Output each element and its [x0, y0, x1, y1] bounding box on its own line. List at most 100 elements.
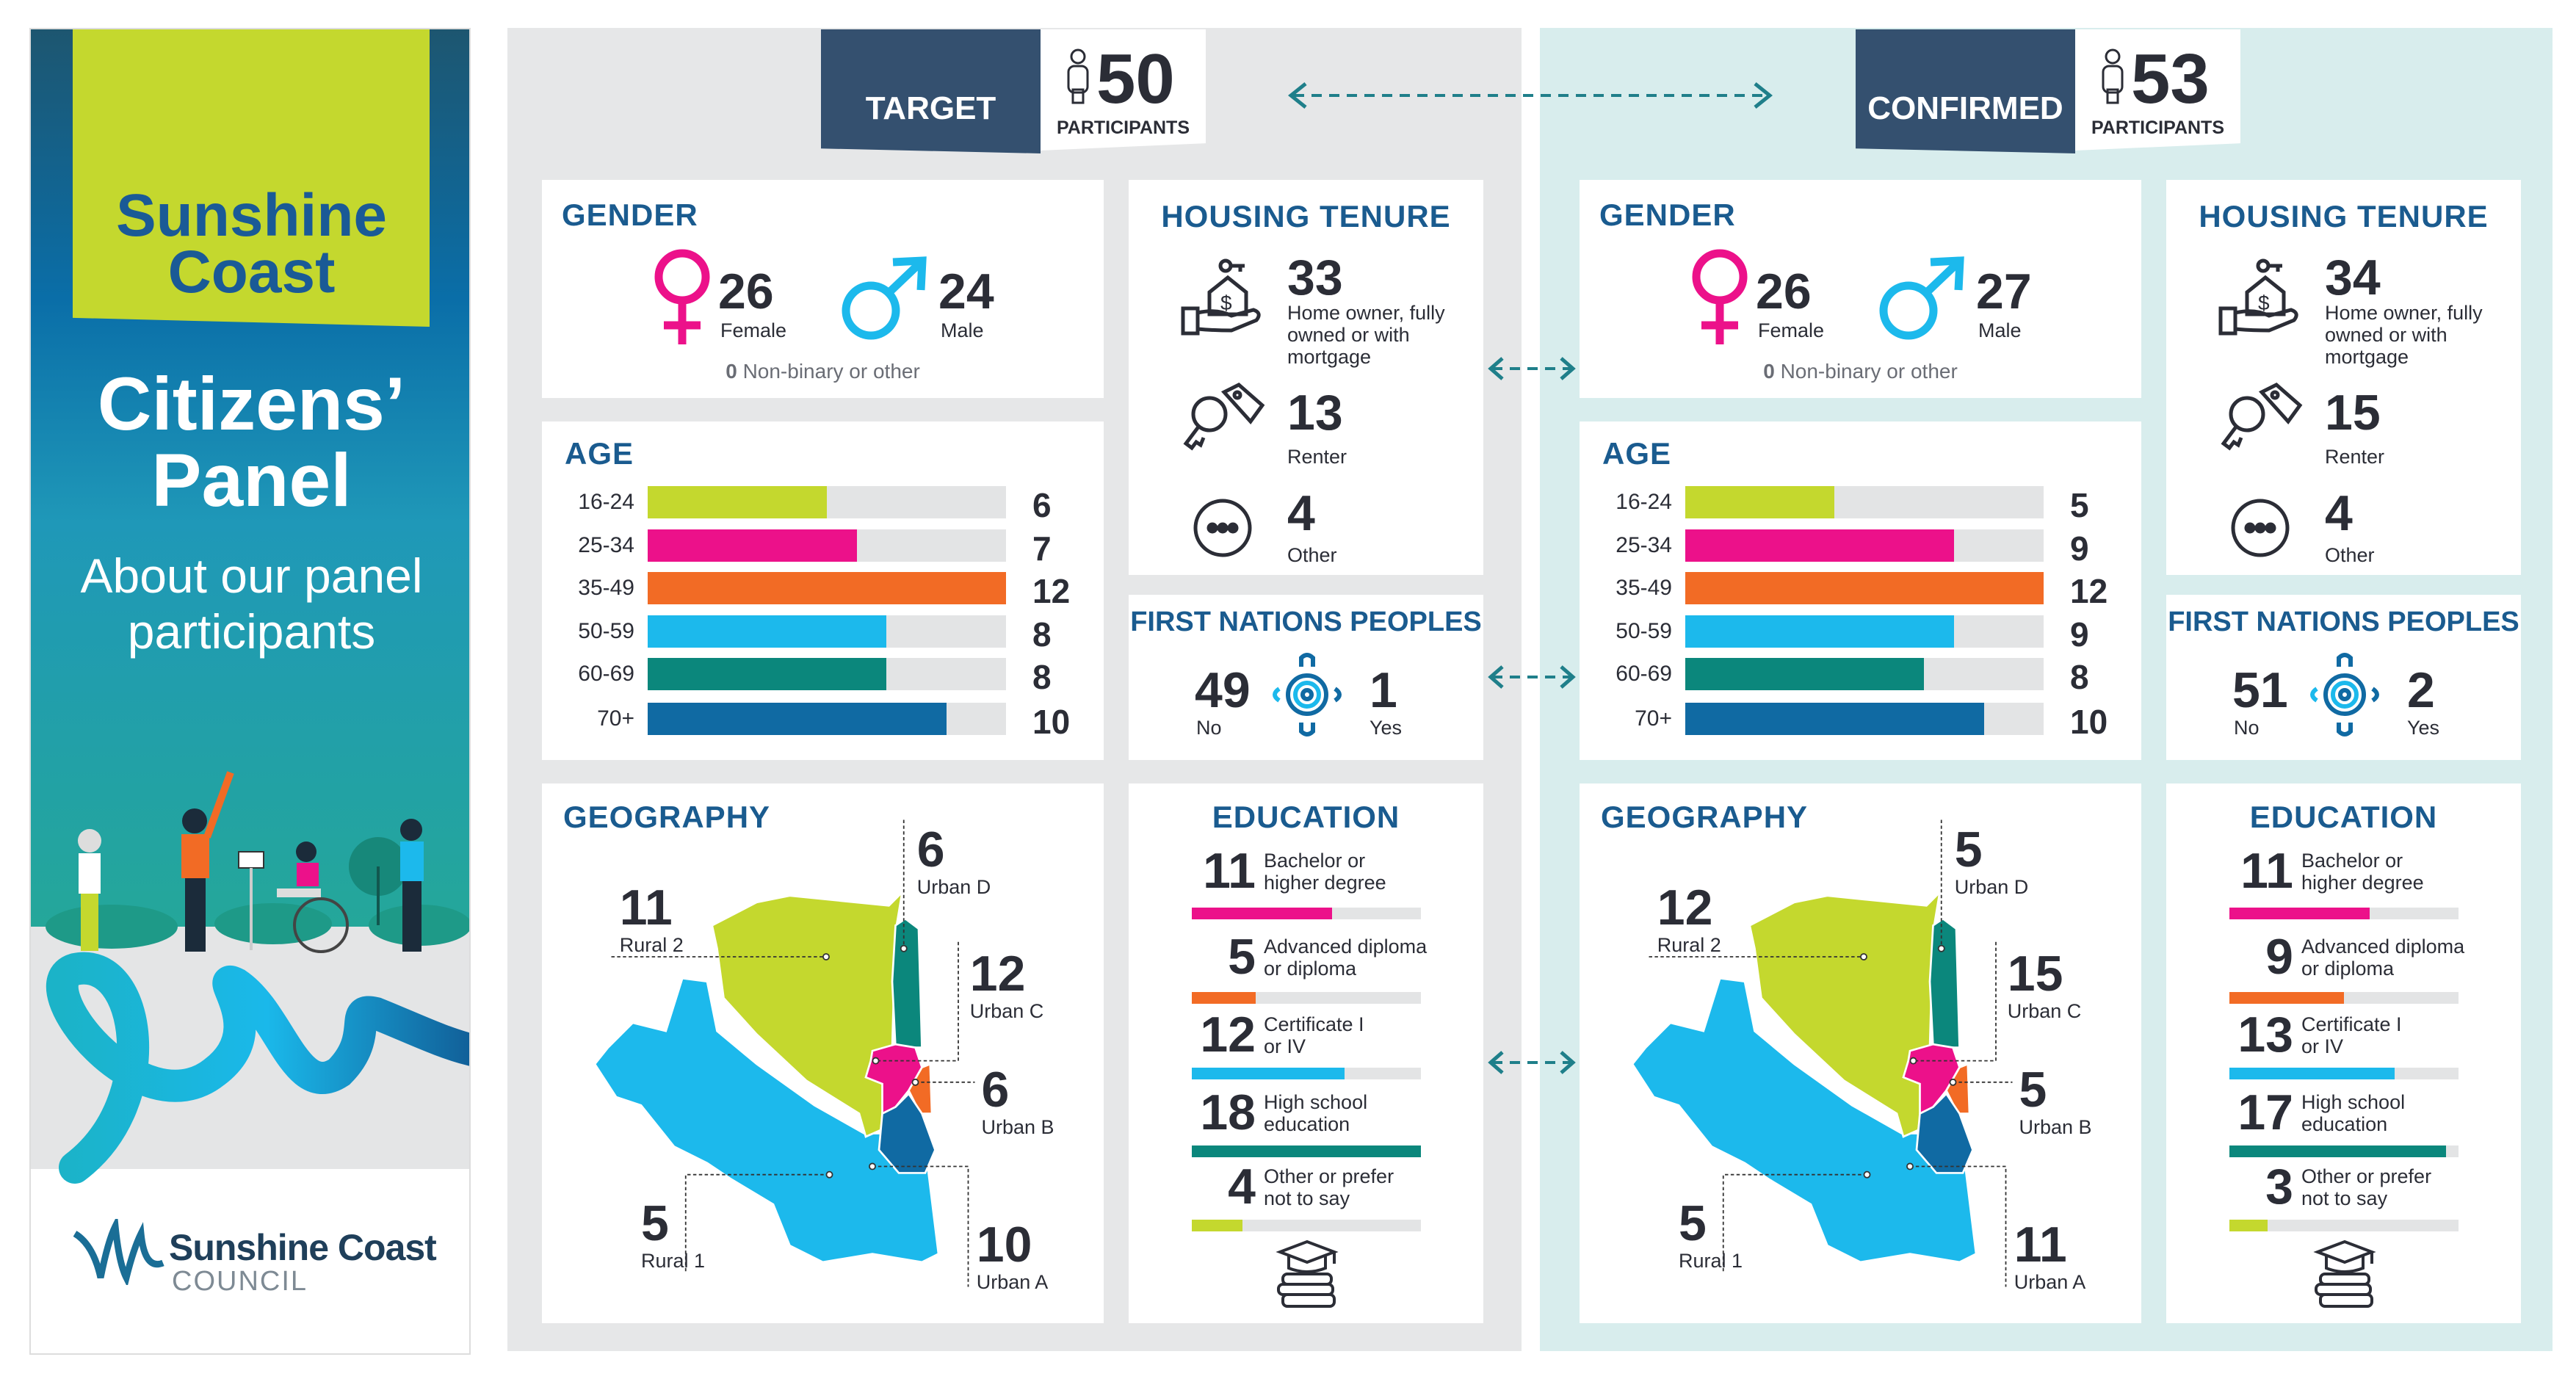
confirmed-age-card: AGE 16-24 5 25-34 9 35-49 12 50-59 9 60-…	[1580, 421, 2141, 760]
confirmed-geography-title: GEOGRAPHY	[1601, 800, 1809, 834]
age-row: 60-69 8	[1591, 658, 2135, 696]
svg-text:$: $	[2258, 292, 2270, 314]
age-row-value: 10	[1032, 703, 1071, 741]
geo-value: 5	[1954, 822, 1983, 878]
geo-label-rural-2: 11 Rural 2	[620, 883, 684, 956]
education-bar-fill	[2229, 1068, 2395, 1079]
age-bar-fill	[1685, 703, 1984, 735]
region-map	[1631, 819, 2013, 1287]
geo-label-urban-c: 12 Urban C	[970, 949, 1044, 1022]
geo-value: 15	[2007, 946, 2063, 1002]
geo-value: 10	[976, 1217, 1032, 1273]
confirmed-housing-card: HOUSING TENURE $ 34 Home owner, fully own…	[2166, 180, 2521, 575]
age-bar-track	[1685, 615, 2044, 648]
age-row-value: 5	[2070, 486, 2089, 524]
housing-label: Renter	[2325, 446, 2385, 468]
education-bar-track	[1192, 908, 1421, 919]
age-bar-fill	[648, 658, 887, 690]
age-row-value: 7	[1032, 529, 1052, 568]
age-row-label: 70+	[597, 706, 634, 731]
geo-label-urban-c: 15 Urban C	[2008, 949, 2082, 1022]
age-row-value: 8	[2070, 658, 2089, 696]
education-bar-track	[2229, 1220, 2459, 1231]
target-gender-card: GENDER 26 Female 24 Male 0 Non-binary or…	[542, 180, 1104, 398]
age-row: 25-34 9	[1591, 529, 2135, 565]
education-label: Advanced diploma or diploma	[1264, 935, 1428, 980]
geo-name: Urban C	[969, 1000, 1044, 1022]
person-wheelchair	[277, 841, 349, 953]
education-label: High school education	[2301, 1091, 2406, 1135]
age-row-value: 9	[2070, 615, 2089, 654]
graduation-books-icon	[2313, 1239, 2376, 1308]
education-label: Certificate I or IV	[1264, 1013, 1364, 1057]
map-region-urban-d	[1928, 917, 1961, 1049]
target-other-label: Non-binary or other	[742, 360, 920, 383]
housing-value: 13	[1287, 385, 1343, 441]
first-nations-yes-label: Yes	[2407, 717, 2440, 739]
target-count-label: PARTICIPANTS	[1056, 117, 1190, 138]
education-bar-track	[1192, 992, 1421, 1004]
target-first-nations-card: FIRST NATIONS PEOPLES 49 No 1 Yes	[1129, 595, 1483, 760]
geo-value: 5	[2019, 1061, 2047, 1118]
geo-value: 6	[981, 1061, 1010, 1118]
education-bar-fill	[2229, 908, 2370, 919]
age-row-value: 12	[1032, 572, 1071, 610]
age-bar-fill	[648, 615, 887, 648]
age-row: 35-49 12	[554, 572, 1097, 610]
age-row: 16-24 5	[1591, 486, 2135, 524]
graduation-books-icon	[1276, 1239, 1339, 1308]
age-bar-track	[648, 572, 1006, 604]
target-first-nations-title: FIRST NATIONS PEOPLES	[1130, 607, 1482, 637]
target-male-label: Male	[941, 319, 984, 341]
age-bar-fill	[648, 529, 857, 562]
confirmed-education-title: EDUCATION	[2249, 800, 2438, 834]
age-row: 60-69 8	[554, 658, 1097, 694]
geo-label-urban-a: 11 Urban A	[2014, 1220, 2086, 1293]
confirmed-gender-title: GENDER	[1599, 198, 1736, 232]
education-label: High school education	[1264, 1091, 1368, 1135]
age-bar-track	[1685, 658, 2044, 690]
geo-value: 11	[619, 880, 673, 935]
housing-value: 34	[2325, 250, 2381, 305]
housing-value: 33	[1287, 250, 1343, 305]
age-bar-fill	[1685, 572, 2044, 604]
age-bar-fill	[1685, 486, 1835, 518]
logo-sub: COUNCIL	[172, 1266, 308, 1297]
target-housing-title: HOUSING TENURE	[1161, 199, 1451, 234]
map-region-urban-d	[891, 917, 923, 1049]
female-symbol-icon	[654, 249, 710, 344]
geo-label-rural-1: 5 Rural 1	[1679, 1198, 1743, 1272]
education-bar-fill	[1192, 992, 1256, 1004]
age-bar-track	[1685, 703, 2044, 735]
education-value: 4	[1228, 1159, 1256, 1215]
target-count-value: 50	[1096, 40, 1175, 118]
person-cheering	[181, 771, 234, 952]
community-illustration	[46, 771, 469, 1184]
age-row-label: 50-59	[578, 619, 634, 643]
education-bar-fill	[1192, 1068, 1345, 1079]
age-row-value: 6	[1032, 486, 1052, 524]
target-male-count: 24	[938, 264, 994, 319]
target-other-count: 0	[726, 360, 737, 383]
target-gender-other: 0 Non-binary or other	[542, 360, 1104, 383]
geo-value: 12	[1657, 880, 1713, 935]
confirmed-female-count: 26	[1756, 264, 1812, 319]
age-row: 70+ 10	[1591, 703, 2135, 739]
target-participant-count: 50 PARTICIPANTS	[1041, 29, 1206, 151]
cover-subtitle-line-1: About our panel	[80, 549, 423, 603]
map-region-urban-a	[1915, 1092, 1974, 1174]
male-symbol-icon	[842, 256, 927, 340]
age-row-label: 16-24	[1616, 490, 1672, 514]
education-bar-track	[2229, 1145, 2459, 1157]
geo-value: 5	[1679, 1195, 1707, 1251]
svg-text:$: $	[1220, 292, 1232, 314]
education-bar-fill	[2229, 1220, 2268, 1231]
more-dots-icon	[1180, 495, 1266, 565]
person-icon	[2102, 48, 2124, 104]
age-bar-fill	[1685, 658, 1925, 690]
first-nations-no-value: 51	[2232, 662, 2288, 718]
age-row: 16-24 6	[554, 486, 1097, 524]
education-label: Bachelor or higher degree	[1264, 850, 1386, 894]
cover-subtitle-line-2: participants	[127, 604, 376, 659]
target-geography-title: GEOGRAPHY	[563, 800, 771, 834]
